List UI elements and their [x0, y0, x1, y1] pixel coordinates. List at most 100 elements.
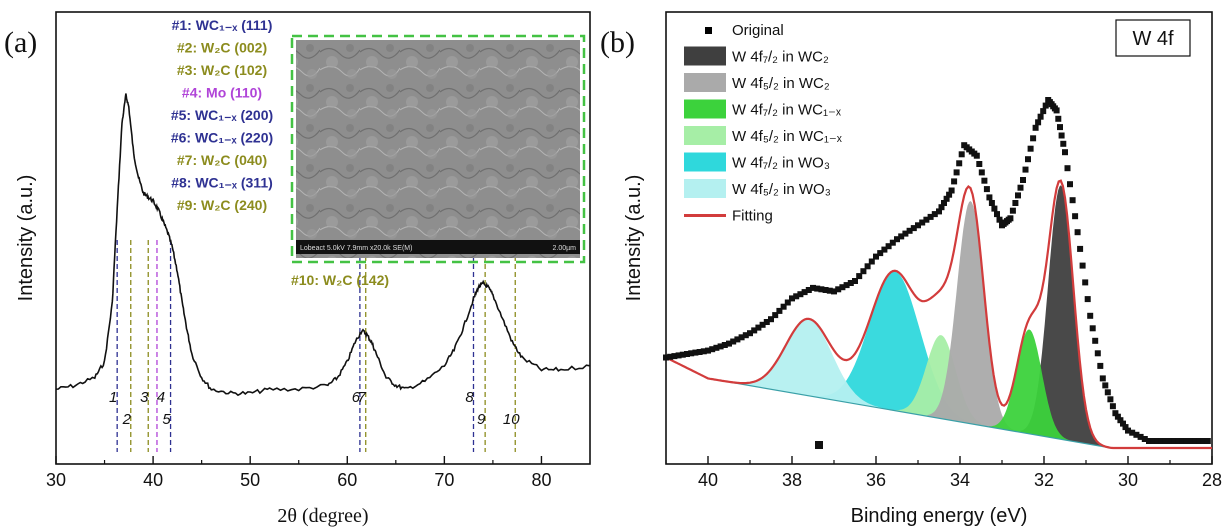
original-data-point	[1171, 438, 1178, 444]
xrd-x-tick-label: 30	[46, 470, 66, 490]
original-data-point	[941, 200, 947, 206]
original-data-point	[1196, 438, 1203, 444]
reference-line-label-6: 6	[352, 389, 361, 406]
original-data-point	[927, 213, 934, 220]
original-data-point	[981, 177, 988, 184]
original-data-point	[721, 342, 728, 348]
original-data-point	[1188, 438, 1194, 444]
original-data-point	[951, 178, 958, 185]
original-data-point	[738, 334, 745, 341]
original-data-point	[881, 246, 888, 253]
original-data-point	[684, 351, 690, 357]
xrd-x-axis-label: 2θ (degree)	[277, 505, 368, 527]
original-data-point	[1129, 429, 1136, 436]
original-data-point	[801, 289, 808, 296]
reference-line-label-9: 9	[477, 411, 486, 428]
original-data-point	[1030, 135, 1037, 142]
xrd-x-tick-label: 40	[143, 470, 163, 490]
legend-marker-original	[705, 27, 712, 34]
original-data-point	[894, 236, 900, 243]
xps-x-tick-label: 38	[782, 470, 802, 490]
xps-x-tick-label: 28	[1202, 470, 1222, 490]
legend-label-6: W 4f₅/₂ in WO₃	[732, 181, 831, 198]
original-data-point	[1150, 438, 1157, 444]
original-data-point	[692, 349, 699, 356]
original-data-point	[1035, 119, 1042, 126]
original-data-point	[755, 324, 762, 331]
original-data-point	[1017, 184, 1024, 191]
legend-label-2: W 4f₅/₂ in WC₂	[732, 75, 830, 92]
reference-line-label-4: 4	[157, 389, 165, 406]
sem-info-text: Lobeact 5.0kV 7.9mm x20.0k SE(M)	[300, 245, 412, 252]
xps-x-tick-label: 36	[866, 470, 886, 490]
original-data-point	[991, 205, 998, 212]
xps-plot-frame	[665, 11, 1213, 465]
original-data-point	[843, 282, 850, 289]
original-data-point	[1057, 124, 1063, 131]
xps-x-axis-label: Binding energy (eV)	[851, 505, 1028, 527]
legend-label-7: Fitting	[732, 208, 773, 225]
original-data-point	[1192, 438, 1199, 444]
fit-component-3	[989, 329, 1070, 441]
original-data-point	[1097, 362, 1104, 369]
peak-label-10: #10: W₂C (142)	[291, 272, 389, 288]
original-data-point	[906, 227, 913, 234]
original-data-point	[1040, 108, 1047, 115]
original-data-point	[1094, 350, 1101, 357]
xrd-panel: (a) 123 4 5 67 89 10 30 40 50 60 70 80 2θ (degree)…	[4, 11, 591, 527]
reference-line-label-7: 7	[358, 389, 367, 406]
legend-label-3: W 4f₇/₂ in WC₁₋ₓ	[732, 102, 841, 119]
reference-line-label-1: 1	[109, 389, 117, 406]
xrd-plot-frame	[55, 11, 591, 465]
original-data-point	[805, 287, 812, 293]
original-data-point	[1175, 438, 1182, 444]
xps-x-tick-label: 40	[698, 470, 718, 490]
legend-label-4: W 4f₅/₂ in WC₁₋ₓ	[732, 128, 842, 145]
original-data-point	[768, 316, 774, 323]
original-data-point	[713, 344, 720, 351]
reference-line-label-10: 10	[503, 411, 520, 428]
peak-label-9: #9: W₂C (240)	[177, 197, 267, 213]
original-data-point	[1060, 140, 1067, 147]
original-data-point	[936, 208, 942, 215]
peak-label-6: #6: WC₁₋ₓ (220)	[171, 130, 273, 146]
original-data-point	[885, 243, 892, 250]
original-data-point	[679, 351, 686, 358]
original-data-point	[1067, 181, 1073, 188]
original-data-point	[730, 338, 737, 345]
peak-label-4: #4: Mo (110)	[182, 85, 262, 101]
xrd-x-tick-label: 50	[240, 470, 260, 490]
panel-a-label: (a)	[4, 26, 37, 59]
original-data-point	[709, 346, 716, 353]
original-data-point	[675, 352, 682, 359]
peak-label-list: #1: WC₁₋ₓ (111) #2: W₂C (002) #3: W₂C (102…	[171, 17, 389, 288]
original-data-point	[717, 343, 724, 350]
original-data-point	[826, 287, 833, 294]
panel-b-label: (b)	[600, 26, 635, 59]
original-data-point	[868, 258, 875, 265]
original-data-point	[1158, 438, 1165, 444]
original-data-point	[1120, 420, 1126, 427]
sem-image	[296, 40, 580, 258]
original-data-point	[873, 253, 879, 260]
original-data-point	[986, 194, 993, 201]
original-data-point	[1102, 382, 1109, 389]
original-data-point	[797, 291, 804, 298]
original-data-point	[1079, 262, 1086, 269]
original-data-point	[1107, 396, 1114, 403]
original-data-point	[1015, 192, 1021, 199]
original-data-point	[747, 330, 753, 337]
original-data-point	[994, 211, 1000, 218]
legend-label-0: Original	[732, 22, 784, 39]
original-data-point	[996, 216, 1003, 223]
original-data-point	[1064, 165, 1071, 172]
original-data-point	[1133, 431, 1140, 438]
original-data-point	[1092, 337, 1099, 344]
legend-label-1: W 4f₇/₂ in WC₂	[732, 49, 829, 66]
xps-background-line	[707, 377, 1112, 449]
peak-label-7: #7: W₂C (040)	[177, 152, 267, 168]
original-data-point	[1032, 124, 1039, 131]
reference-line-label-8: 8	[465, 389, 474, 406]
fitting-curve	[665, 179, 1212, 450]
original-data-point	[671, 353, 678, 360]
